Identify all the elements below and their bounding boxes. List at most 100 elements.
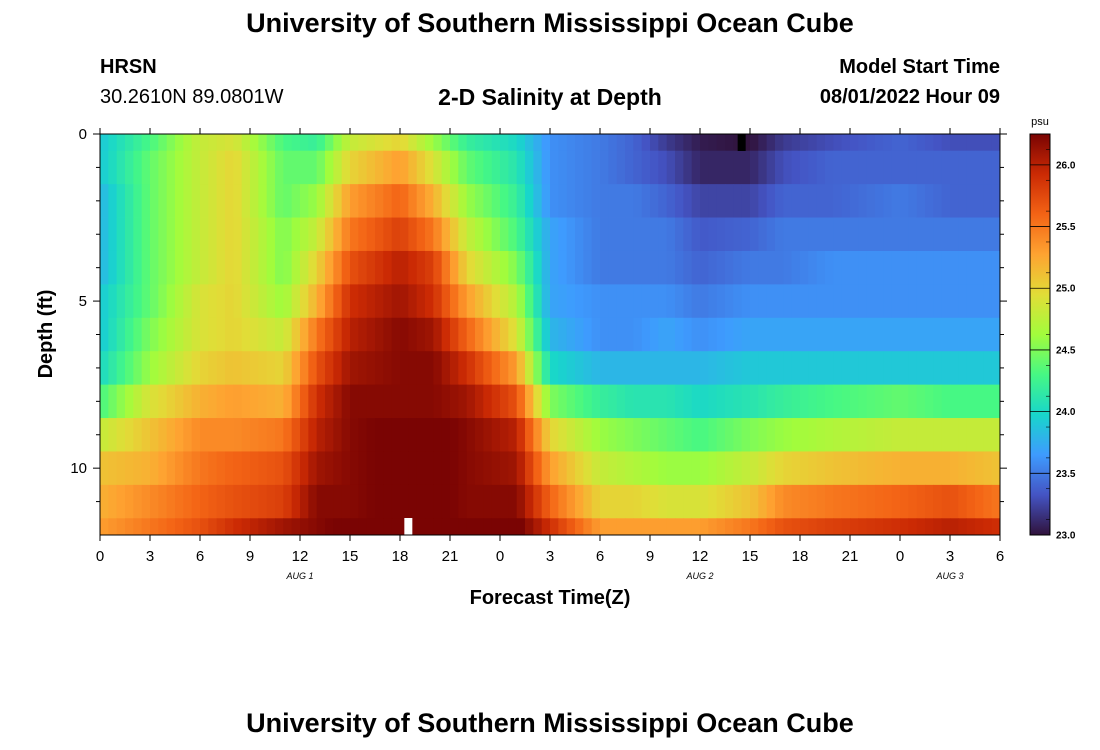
heatmap-cell	[483, 217, 493, 252]
heatmap-cell	[275, 384, 284, 419]
heatmap-cell	[441, 518, 451, 536]
heatmap-cell	[566, 150, 576, 185]
heatmap-cell	[391, 217, 401, 252]
heatmap-cell	[750, 351, 759, 386]
heatmap-cell	[758, 284, 768, 319]
heatmap-cell	[933, 418, 943, 452]
heatmap-cell	[983, 317, 993, 352]
heatmap-cell	[883, 351, 893, 386]
heatmap-cell	[341, 418, 351, 452]
heatmap-cell	[500, 284, 509, 319]
heatmap-cell	[941, 150, 951, 185]
heatmap-cell	[133, 451, 143, 486]
heatmap-cell	[575, 250, 584, 285]
heatmap-cell	[125, 317, 134, 352]
heatmap-cell	[333, 134, 343, 152]
heatmap-cell	[900, 284, 909, 319]
heatmap-cell	[508, 284, 518, 319]
heatmap-cell	[458, 250, 468, 285]
heatmap-cell	[741, 384, 751, 419]
heatmap-cell	[525, 484, 534, 519]
heatmap-cell	[283, 484, 293, 519]
colorbar-tick-label: 23.5	[1056, 469, 1076, 480]
heatmap-cell	[791, 217, 801, 252]
x-tick-label: 21	[442, 548, 459, 565]
y-tick-label: 5	[79, 293, 87, 310]
heatmap-cell	[433, 150, 443, 185]
heatmap-cell	[383, 351, 393, 386]
heatmap-cell	[366, 217, 376, 252]
heatmap-cell	[241, 418, 251, 452]
heatmap-cell	[591, 317, 601, 352]
heatmap-cell	[291, 250, 301, 285]
heatmap-cell	[458, 484, 468, 519]
heatmap-cell	[916, 150, 926, 185]
heatmap-cell	[558, 217, 568, 252]
heatmap-cell	[316, 351, 326, 386]
heatmap-cell	[841, 317, 851, 352]
heatmap-cell	[175, 351, 184, 386]
heatmap-cell	[825, 184, 834, 218]
plot-frame	[99, 133, 1001, 536]
heatmap-cell	[316, 184, 326, 218]
heatmap-cell	[383, 134, 393, 152]
heatmap-cell	[650, 284, 659, 319]
heatmap-cell	[933, 351, 943, 386]
heatmap-cell	[625, 217, 634, 252]
heatmap-cell	[158, 150, 168, 185]
x-axis-label: Forecast Time(Z)	[470, 587, 631, 609]
heatmap-cell	[291, 484, 301, 519]
heatmap-cell	[925, 451, 934, 486]
heatmap-cell	[891, 284, 901, 319]
heatmap-cell	[308, 250, 318, 285]
heatmap-cell	[525, 250, 534, 285]
heatmap-cell	[691, 484, 701, 519]
heatmap-cell	[783, 518, 793, 536]
heatmap-cell	[933, 451, 943, 486]
heatmap-cell	[275, 484, 284, 519]
heatmap-cell	[508, 351, 518, 386]
heatmap-cell	[216, 451, 226, 486]
heatmap-cell	[633, 184, 643, 218]
heatmap-cell	[716, 317, 726, 352]
heatmap-cell	[708, 518, 718, 536]
heatmap-cell	[308, 518, 318, 536]
heatmap-cell	[433, 351, 443, 386]
heatmap-cell	[658, 150, 668, 185]
heatmap-cell	[250, 150, 259, 185]
heatmap-cell	[533, 484, 543, 519]
heatmap-cell	[375, 217, 384, 252]
heatmap-cell	[433, 134, 443, 152]
heatmap-cell	[591, 284, 601, 319]
heatmap-cell	[725, 217, 734, 252]
heatmap-cell	[808, 351, 818, 386]
heatmap-cell	[733, 351, 743, 386]
heatmap-cell	[766, 150, 776, 185]
heatmap-cell	[641, 284, 651, 319]
heatmap-cell	[483, 518, 493, 536]
heatmap-cell	[183, 184, 193, 218]
heatmap-cell	[350, 284, 359, 319]
heatmap-cell	[991, 250, 1001, 285]
heatmap-cell	[983, 384, 993, 419]
heatmap-cell	[283, 518, 293, 536]
heatmap-cell	[191, 518, 201, 536]
heatmap-cell	[183, 284, 193, 319]
heatmap-cell	[216, 217, 226, 252]
heatmap-cell	[866, 418, 876, 452]
heatmap-cell	[491, 418, 501, 452]
heatmap-cell	[616, 150, 626, 185]
model-start-label: Model Start Time	[839, 56, 1000, 78]
heatmap-cell	[691, 217, 701, 252]
heatmap-cell	[441, 134, 451, 152]
heatmap-cell	[783, 351, 793, 386]
heatmap-cell	[658, 384, 668, 419]
heatmap-cell	[516, 384, 526, 419]
heatmap-cell	[183, 250, 193, 285]
x-date-label: AUG 2	[685, 571, 713, 581]
heatmap-cell	[191, 150, 201, 185]
heatmap-cell	[958, 384, 968, 419]
heatmap-cell	[583, 150, 593, 185]
heatmap-cell	[858, 150, 868, 185]
heatmap-cell	[450, 284, 459, 319]
